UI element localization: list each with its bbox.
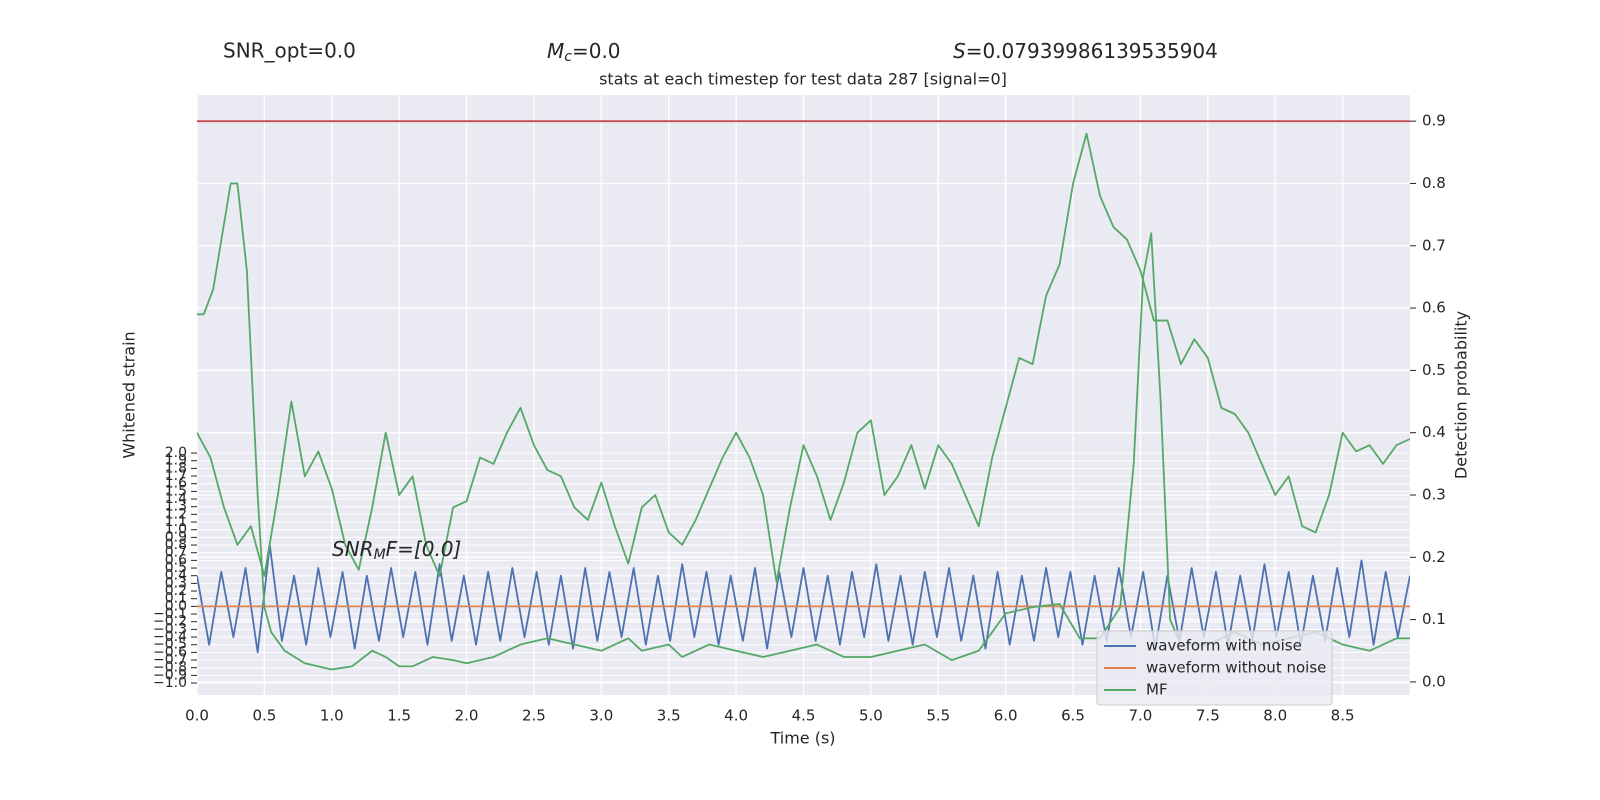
x-tick-label: 4.0 [724, 707, 748, 725]
y-tick-label: 0.6 [165, 552, 187, 568]
y2-axis-label: Detection probability [1452, 311, 1471, 479]
series-line [197, 182, 1410, 671]
y2-tick-label: 0.6 [1422, 299, 1446, 317]
y-tick-label: 1.7 [165, 468, 187, 484]
y-tick-label: −0.3 [153, 621, 187, 637]
x-tick-label: 0.5 [252, 707, 276, 725]
y-tick-label: 1.9 [165, 453, 187, 469]
x-tick-label: 7.5 [1196, 707, 1220, 725]
y2-tick-label: 0.7 [1422, 236, 1446, 254]
annotation-subscript: M [374, 547, 386, 563]
x-tick-label: 0.0 [185, 707, 209, 725]
y-tick-label: 0.4 [165, 568, 187, 584]
y-tick-label: −0.8 [153, 660, 187, 676]
y2-tick-label: 0.8 [1422, 174, 1446, 192]
annotation-text: =0.07939986139535904 [966, 39, 1218, 63]
x-tick-label: 8.0 [1263, 707, 1287, 725]
y-tick-label: −0.2 [153, 614, 187, 630]
series-line [197, 544, 1410, 654]
annotation: SNR_opt=0.0 [223, 39, 356, 63]
x-tick-label: 8.5 [1331, 707, 1355, 725]
annotation-text: F=[0.0] [386, 537, 462, 561]
x-tick-label: 3.0 [589, 707, 613, 725]
y-tick-label: 0.1 [165, 591, 187, 607]
legend-label: waveform with noise [1146, 637, 1302, 655]
x-tick-label: 2.0 [455, 707, 479, 725]
axes: 0.0 0.5 1.0 1.5 2.0 2.5 3.0 3.5 4.0 4.5 5.0 5.5 6.0 6… [153, 112, 1446, 725]
series-line [197, 132, 1410, 584]
y-tick-label: −0.4 [153, 629, 187, 645]
y-axis-label: Whitened strain [120, 331, 139, 458]
y-tick-label: 1.2 [165, 506, 187, 522]
x-tick-label: 2.5 [522, 707, 546, 725]
y-tick-label: 1.6 [165, 476, 187, 492]
x-tick-label: 5.5 [926, 707, 950, 725]
y-tick-label: −0.9 [153, 667, 187, 683]
y2-tick-label: 0.1 [1422, 610, 1446, 628]
x-tick-label: 6.0 [994, 707, 1018, 725]
annotation: S=0.07939986139535904 [953, 39, 1218, 63]
x-tick-label: 7.0 [1129, 707, 1153, 725]
y2-tick-label: 0.4 [1422, 423, 1446, 441]
y-tick-label: −1.0 [153, 675, 187, 691]
x-tick-label: 5.0 [859, 707, 883, 725]
y-tick-label: 0.8 [165, 537, 187, 553]
y2-tick-label: 0.2 [1422, 548, 1446, 566]
y-tick-label: −0.7 [153, 652, 187, 668]
y-tick-label: 1.1 [165, 514, 187, 530]
legend-label: waveform without noise [1146, 659, 1326, 677]
legend: waveform with noise waveform without nois… [1096, 630, 1333, 706]
y-tick-label: 0.7 [165, 545, 187, 561]
y-tick-label: 1.3 [165, 499, 187, 515]
x-tick-label: 1.5 [387, 707, 411, 725]
y-tick-label: −0.1 [153, 606, 187, 622]
x-tick-label: 6.5 [1061, 707, 1085, 725]
legend-label: MF [1146, 681, 1168, 699]
y2-tick-label: 0.5 [1422, 361, 1446, 379]
y-tick-label: −0.5 [153, 637, 187, 653]
y-tick-label: 0.9 [165, 529, 187, 545]
chart-title: stats at each timestep for test data 287… [599, 70, 1007, 89]
annotation: SNRMF=[0.0] [332, 537, 461, 564]
y-tick-label: 0.2 [165, 583, 187, 599]
y-tick-label: 1.0 [165, 522, 187, 538]
y-tick-label: 1.5 [165, 483, 187, 499]
lines [197, 120, 1410, 671]
annotation-subscript: c [564, 49, 572, 65]
y-tick-label: 0.5 [165, 560, 187, 576]
y2-tick-label: 0.9 [1422, 112, 1446, 130]
annotation-symbol: SNR [332, 537, 374, 561]
annotation-symbol: M [547, 39, 564, 63]
y2-tick-label: 0.0 [1422, 672, 1446, 690]
y-tick-label: 2.0 [165, 445, 187, 461]
y2-tick-label: 0.3 [1422, 486, 1446, 504]
y-tick-label: 1.8 [165, 460, 187, 476]
y-tick-label: 1.4 [165, 491, 187, 507]
y-tick-label: −0.6 [153, 644, 187, 660]
legend-box [1096, 630, 1333, 706]
x-tick-label: 1.0 [320, 707, 344, 725]
x-axis-label: Time (s) [769, 729, 835, 748]
annotation: Mc=0.0 [547, 39, 621, 66]
annotation-symbol: S [953, 39, 966, 63]
x-tick-label: 4.5 [792, 707, 816, 725]
annotation-text: =0.0 [572, 39, 621, 63]
x-tick-label: 3.5 [657, 707, 681, 725]
y-tick-label: 0.3 [165, 575, 187, 591]
y-tick-label: 0.0 [165, 598, 187, 614]
